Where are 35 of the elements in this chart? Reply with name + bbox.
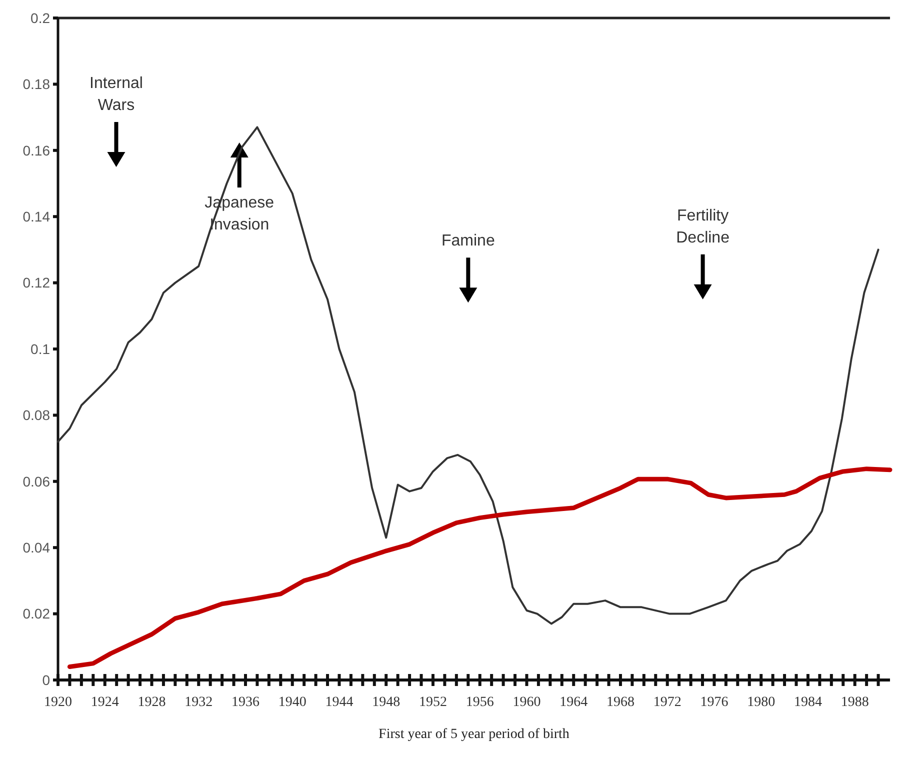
x-tick-label: 1956: [466, 695, 494, 710]
line-series: [67, 466, 892, 670]
x-tick-label: 1952: [418, 695, 447, 710]
annotation: Internal Wars: [90, 74, 143, 114]
y-tick-label: 0.1: [30, 340, 50, 357]
x-tick-label: 1972: [653, 695, 682, 710]
x-tick-label: 1984: [794, 695, 822, 710]
x-tick-label: 1980: [747, 695, 776, 710]
x-tick-label: 1940: [278, 695, 306, 710]
x-tick-label: 1936: [231, 695, 260, 710]
x-tick-label: 1968: [606, 695, 634, 710]
annotation: Famine: [441, 232, 495, 250]
x-tick-label: 1964: [560, 695, 588, 710]
y-tick-label: 0.12: [22, 274, 50, 291]
x-axis-title: First year of 5 year period of birth: [378, 727, 570, 742]
x-tick-label: 1944: [325, 695, 354, 710]
y-tick-label: 0.14: [22, 208, 50, 224]
y-tick-label: 0.02: [22, 606, 50, 622]
x-tick-label: 1932: [184, 695, 213, 710]
x-tick-label: 1920: [44, 695, 72, 710]
annotation: Fertility Decline: [676, 207, 730, 246]
y-tick-label: 0.2: [30, 10, 50, 26]
x-tick-label: 1948: [372, 695, 400, 710]
y-tick-label: 0.04: [22, 540, 50, 556]
x-tick-label: 1976: [700, 695, 728, 710]
x-tick-label: 1928: [138, 695, 166, 710]
y-tick-label: 0.18: [22, 76, 50, 92]
line-series: [57, 126, 880, 625]
x-tick-label: 1988: [840, 695, 869, 710]
x-tick-label: 1960: [512, 695, 541, 710]
y-tick-label: 0: [42, 672, 50, 688]
x-tick-label: 1924: [90, 695, 119, 710]
y-tick-label: 0.06: [22, 473, 50, 490]
y-tick-label: 0.16: [22, 142, 50, 158]
y-tick-label: 0.08: [22, 407, 50, 424]
